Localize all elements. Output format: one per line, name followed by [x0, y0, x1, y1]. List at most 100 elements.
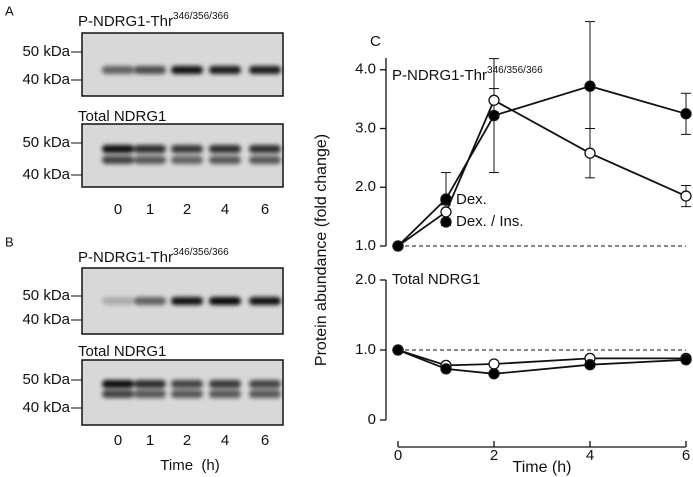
marker-label: 40 kDa	[22, 71, 70, 88]
marker-label: 40 kDa	[22, 311, 70, 328]
x-tick-label: 2	[490, 447, 498, 464]
band	[171, 66, 203, 74]
band	[102, 145, 134, 153]
band	[102, 380, 134, 388]
blot-background	[81, 32, 284, 97]
band	[249, 156, 281, 164]
lane-label: 0	[114, 201, 122, 218]
marker-label: 40 kDa	[22, 399, 70, 416]
panel-label: A	[5, 3, 14, 18]
panel-title: P-NDRG1-Thr346/356/366	[392, 65, 543, 84]
data-point	[488, 94, 500, 106]
band	[209, 380, 241, 388]
panel-label: C	[370, 33, 381, 50]
y-tick-label: 3.0	[355, 119, 376, 136]
band	[209, 390, 241, 398]
blot-title-sup: 346/356/366	[173, 11, 229, 22]
legend-marker	[440, 216, 452, 228]
legend-label: Dex.	[456, 191, 487, 208]
y-tick-label: 4.0	[355, 61, 376, 78]
band	[102, 156, 134, 164]
data-point	[584, 80, 596, 92]
data-point	[680, 354, 692, 366]
blot-title: P-NDRG1-Thr346/356/366	[78, 247, 229, 266]
band	[249, 297, 281, 305]
data-point	[680, 190, 692, 202]
lane-label: 6	[261, 201, 269, 218]
data-point	[680, 108, 692, 120]
blot-title: Total NDRG1	[78, 343, 166, 360]
x-axis-label: Time (h)	[160, 457, 219, 474]
marker-label: 50 kDa	[22, 134, 70, 151]
band	[209, 156, 241, 164]
blot-title: Total NDRG1	[78, 108, 166, 125]
band	[134, 390, 166, 398]
blot-background	[81, 123, 284, 188]
blot-bands	[102, 297, 281, 305]
band	[134, 145, 166, 153]
data-point	[584, 147, 596, 159]
band	[134, 66, 166, 74]
band	[249, 145, 281, 153]
band	[249, 66, 281, 74]
blot-title-main: Total NDRG1	[78, 343, 166, 360]
panel-label: B	[5, 234, 14, 249]
blot-bands	[102, 380, 281, 398]
data-point	[440, 206, 452, 218]
marker-label: 40 kDa	[22, 166, 70, 183]
band	[102, 390, 134, 398]
band	[209, 297, 241, 305]
lane-label: 2	[183, 201, 191, 218]
y-tick-label: 2.0	[355, 271, 376, 288]
marker-label: 50 kDa	[22, 43, 70, 60]
lane-label: 1	[146, 432, 154, 449]
blot-title: P-NDRG1-Thr346/356/366	[78, 11, 229, 30]
data-point	[488, 358, 500, 370]
band	[134, 380, 166, 388]
panel-title: Total NDRG1	[392, 271, 480, 288]
blot-title-sup: 346/356/366	[173, 247, 229, 258]
lane-label: 0	[114, 432, 122, 449]
blot-title-main: P-NDRG1-Thr	[78, 249, 173, 266]
band	[171, 390, 203, 398]
panel-title-main: P-NDRG1-Thr	[392, 67, 487, 84]
band	[249, 380, 281, 388]
band	[171, 297, 203, 305]
data-point	[488, 109, 500, 122]
y-axis-label: Protein abundance (fold change)	[313, 134, 330, 366]
panel-title-main: Total NDRG1	[392, 271, 480, 288]
marker-label: 50 kDa	[22, 287, 70, 304]
y-tick-label: 0	[368, 411, 376, 428]
band	[102, 297, 134, 305]
data-point	[392, 240, 404, 252]
panel-title-sup: 346/356/366	[487, 65, 543, 76]
data-point	[440, 363, 452, 375]
y-tick-label: 1.0	[355, 237, 376, 254]
blot-bands	[102, 145, 281, 164]
lane-label: 4	[221, 432, 229, 449]
x-tick-label: 4	[586, 447, 594, 464]
x-tick-label: 0	[394, 447, 402, 464]
lane-label: 1	[146, 201, 154, 218]
band	[171, 156, 203, 164]
band	[171, 380, 203, 388]
data-point	[584, 359, 596, 371]
lane-label: 2	[183, 432, 191, 449]
blot-title-main: P-NDRG1-Thr	[78, 13, 173, 30]
band	[209, 145, 241, 153]
band	[134, 297, 166, 305]
lane-label: 6	[261, 432, 269, 449]
data-point	[488, 368, 500, 380]
band	[171, 145, 203, 153]
y-tick-label: 1.0	[355, 341, 376, 358]
band	[209, 66, 241, 74]
blot-bands	[102, 66, 281, 74]
band	[249, 390, 281, 398]
band	[102, 66, 134, 74]
blot-title-main: Total NDRG1	[78, 108, 166, 125]
band	[134, 156, 166, 164]
y-tick-label: 2.0	[355, 178, 376, 195]
x-axis-label: Time (h)	[513, 459, 572, 476]
x-tick-label: 6	[682, 447, 690, 464]
